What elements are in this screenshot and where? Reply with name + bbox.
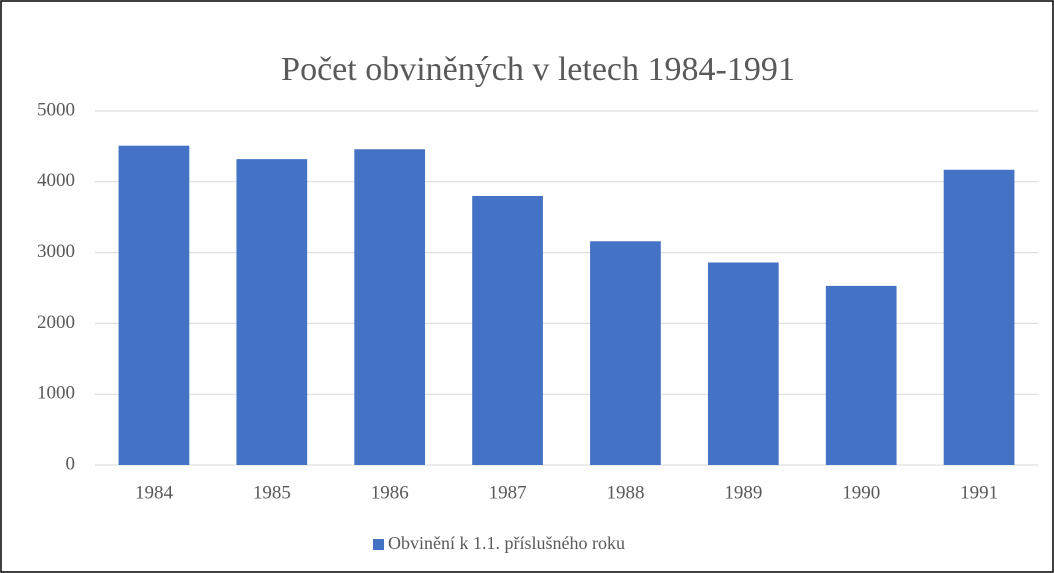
x-tick-label: 1986 — [371, 482, 409, 503]
x-tick-label: 1985 — [253, 482, 291, 503]
x-tick-label: 1984 — [135, 482, 174, 503]
x-tick-label: 1990 — [842, 482, 880, 503]
legend-swatch — [373, 539, 384, 550]
y-tick-label: 1000 — [37, 383, 75, 404]
y-tick-label: 2000 — [37, 312, 75, 333]
bar — [472, 195, 543, 465]
bar — [590, 241, 661, 465]
bar — [354, 149, 426, 465]
chart-title: Počet obviněných v letech 1984-1991 — [281, 51, 795, 88]
y-tick-label: 5000 — [37, 99, 75, 120]
bar — [118, 145, 190, 465]
legend-label: Obvinění k 1.1. příslušného roku — [388, 533, 625, 553]
y-tick-label: 3000 — [37, 241, 75, 262]
bar — [943, 169, 1015, 465]
y-tick-label: 0 — [66, 453, 76, 474]
x-tick-label: 1989 — [724, 482, 762, 503]
bar — [707, 262, 779, 465]
x-tick-label: 1987 — [489, 482, 527, 503]
x-tick-label: 1988 — [606, 482, 644, 503]
y-tick-label: 4000 — [37, 170, 75, 191]
bar — [236, 159, 308, 466]
bar — [825, 285, 897, 465]
x-tick-label: 1991 — [960, 482, 998, 503]
